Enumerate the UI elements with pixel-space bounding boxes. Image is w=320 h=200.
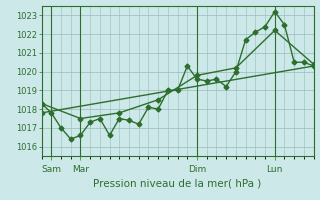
X-axis label: Pression niveau de la mer( hPa ): Pression niveau de la mer( hPa ): [93, 178, 262, 188]
